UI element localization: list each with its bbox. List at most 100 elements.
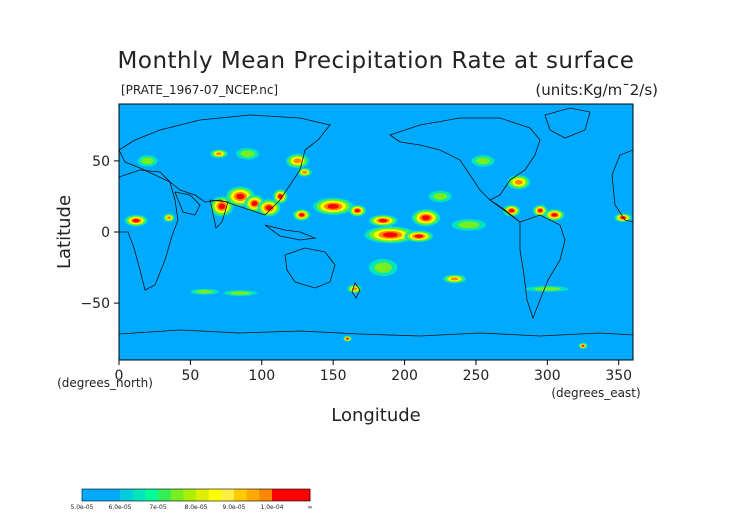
colorbar-bin xyxy=(284,489,298,501)
precip-contour xyxy=(240,150,255,158)
map-title: Monthly Mean Precipitation Rate at surfa… xyxy=(118,48,635,74)
coastline-antarctica xyxy=(118,329,634,337)
colorbar-bin xyxy=(246,489,260,501)
coastline-australia xyxy=(284,247,336,289)
precip-region xyxy=(428,190,452,203)
precip-region xyxy=(343,335,352,342)
precip-region xyxy=(124,214,148,227)
precip-region xyxy=(293,209,311,221)
precip-region xyxy=(507,175,531,190)
colorbar-bin xyxy=(145,489,159,501)
precip-contour xyxy=(327,203,339,209)
x-tick-label: 0 xyxy=(115,368,124,384)
precip-contour xyxy=(433,192,448,200)
x-tick-label: 250 xyxy=(463,368,490,384)
y-tick-label: 0 xyxy=(101,225,110,241)
x-axis-label: Longitude xyxy=(331,405,421,426)
precip-contour xyxy=(346,337,349,340)
precip-contour xyxy=(476,157,491,165)
precip-contour xyxy=(379,218,388,223)
precip-region xyxy=(525,286,569,292)
precip-region xyxy=(411,209,441,227)
colorbar-label: 8.0e-05 xyxy=(184,504,207,511)
colorbar-labels: 5.0e-05 6.0e-05 7e-05 8.0e-05 9.0e-05 1.0e-04… xyxy=(70,504,312,511)
x-tick-label: 150 xyxy=(320,368,347,384)
precip-contour xyxy=(382,232,398,238)
colorbar-bin xyxy=(234,489,248,501)
precip-contour xyxy=(132,218,140,223)
coastline-indonesia xyxy=(264,224,317,241)
precip-region xyxy=(257,199,281,217)
y-axis-label: Latitude xyxy=(54,195,75,269)
colorbar-frame xyxy=(81,488,311,502)
colorbar xyxy=(81,488,311,502)
precip-region xyxy=(533,204,548,217)
precip-contour xyxy=(581,344,585,347)
precip-contour xyxy=(509,209,515,213)
precip-contour xyxy=(251,201,258,206)
precip-contour xyxy=(354,209,360,213)
units-label: (units:Kg/m¯2/s) xyxy=(535,81,658,99)
precip-contour xyxy=(265,205,273,211)
precip-contour xyxy=(302,170,308,174)
x-tick-label: 350 xyxy=(605,368,632,384)
coastline-west-africa-right xyxy=(611,149,634,223)
precip-contour xyxy=(293,158,302,164)
precip-region xyxy=(163,213,175,223)
colorbar-bin xyxy=(221,489,235,501)
x-tick-label: 200 xyxy=(391,368,418,384)
x-axis-unit-label: (degrees_east) xyxy=(551,386,640,400)
precip-contour xyxy=(229,291,251,295)
precip-region xyxy=(451,219,486,231)
colorbar-bin xyxy=(158,489,172,501)
precip-region xyxy=(404,230,434,242)
precip-contour xyxy=(414,234,423,238)
precip-contour xyxy=(458,221,480,229)
precip-region xyxy=(273,189,288,204)
colorbar-bin xyxy=(259,489,273,501)
precip-contour xyxy=(218,203,226,210)
map-plot-area xyxy=(118,103,634,361)
colorbar-bin xyxy=(120,489,134,501)
precip-region xyxy=(286,153,309,168)
precip-region xyxy=(364,226,416,244)
colorbar-label: 7e-05 xyxy=(149,504,166,511)
x-tick-label: 100 xyxy=(248,368,275,384)
precip-contour xyxy=(166,216,171,220)
precip-contour xyxy=(534,287,561,291)
colorbar-label: 6.0e-05 xyxy=(108,504,131,511)
source-file-label: [PRATE_1967-07_NCEP.nc] xyxy=(121,83,278,97)
colorbar-bin xyxy=(297,489,311,501)
precip-region xyxy=(443,274,466,284)
colorbar-label: ∞ xyxy=(308,504,313,511)
colorbar-label: 5.0e-05 xyxy=(70,504,93,511)
precip-contour xyxy=(450,277,459,281)
precip-contour xyxy=(538,209,543,213)
precip-region xyxy=(313,197,354,215)
coastline-arabia xyxy=(174,191,201,216)
precip-contour xyxy=(195,289,214,294)
coastline-south-america xyxy=(519,214,566,320)
precip-region xyxy=(190,288,219,295)
precip-contour xyxy=(141,157,154,165)
colorbar-bin xyxy=(208,489,222,501)
colorbar-bin xyxy=(107,489,121,501)
coastline-north-america xyxy=(389,117,541,201)
precip-region xyxy=(614,213,632,223)
y-tick-label: −50 xyxy=(80,296,110,312)
colorbar-bin xyxy=(170,489,184,501)
precip-region xyxy=(368,259,398,277)
precip-contour xyxy=(299,213,305,217)
colorbar-label: 1.0e-04 xyxy=(260,504,283,511)
coastline-new-zealand xyxy=(351,282,361,299)
precip-region xyxy=(471,155,495,167)
colorbar-bin xyxy=(196,489,210,501)
precip-region xyxy=(348,204,367,217)
y-tick-label: 50 xyxy=(92,154,110,170)
colorbar-bin xyxy=(132,489,146,501)
coastline-india xyxy=(209,199,229,229)
colorbar-bin xyxy=(82,489,96,501)
precip-contour xyxy=(421,215,431,221)
precip-region xyxy=(578,342,588,349)
